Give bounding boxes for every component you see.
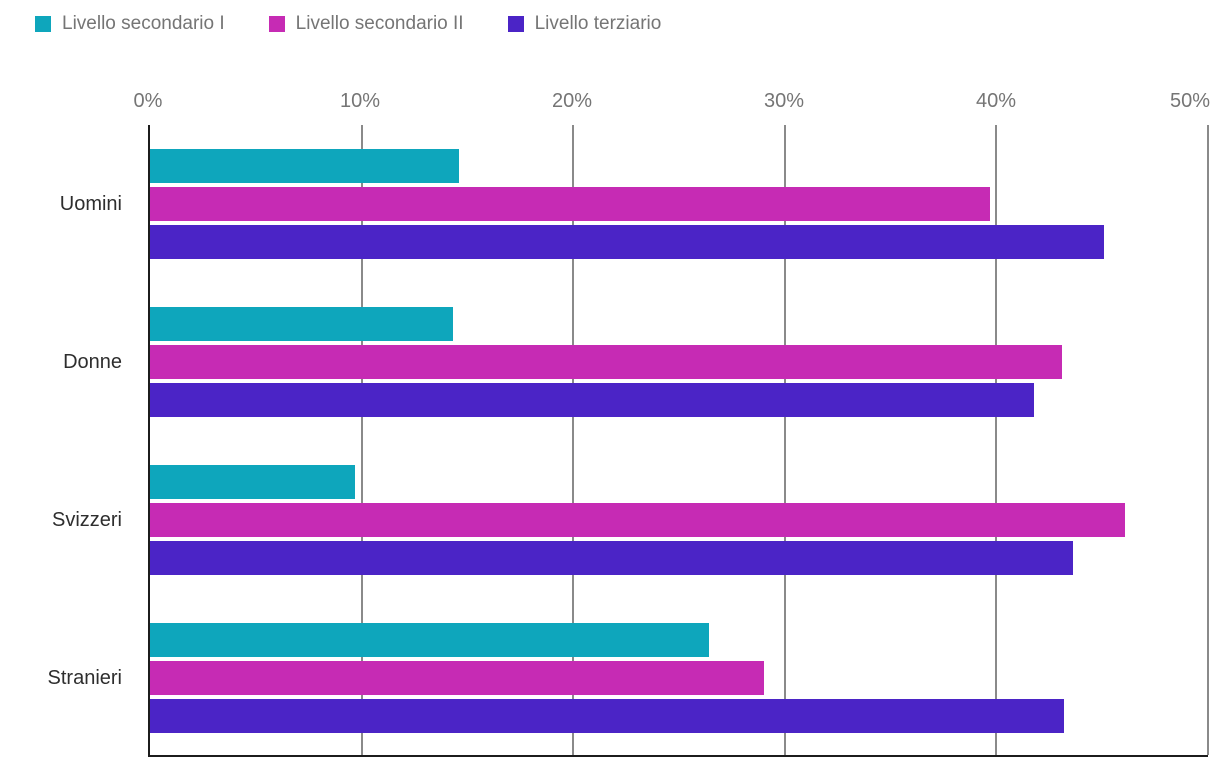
bar-group-donne — [150, 283, 1208, 441]
x-axis: 0% 10% 20% 30% 40% 50% — [134, 88, 1211, 114]
x-tick-label: 30% — [763, 90, 805, 112]
plot-area — [148, 125, 1209, 757]
y-axis-labels: Uomini Donne Svizzeri Stranieri — [0, 125, 136, 757]
bar — [150, 225, 1105, 259]
legend-label: Livello terziario — [534, 13, 662, 34]
legend: Livello secondario I Livello secondario I… — [35, 14, 661, 33]
bar-group-stranieri — [150, 599, 1208, 757]
bar — [150, 699, 1065, 733]
category-label: Svizzeri — [51, 509, 122, 531]
x-tick-label: 20% — [551, 90, 593, 112]
category-label: Donne — [63, 351, 122, 373]
legend-item: Livello secondario I — [35, 14, 225, 33]
bar — [150, 661, 764, 695]
bar — [150, 383, 1035, 417]
bar-group-svizzeri — [150, 441, 1208, 599]
bar — [150, 465, 356, 499]
bar — [150, 503, 1126, 537]
bar-group-uomini — [150, 125, 1208, 283]
legend-item: Livello terziario — [507, 13, 662, 34]
category-label: Uomini — [59, 193, 122, 215]
legend-swatch — [507, 15, 524, 32]
legend-label: Livello secondario I — [62, 13, 225, 34]
bar — [150, 541, 1073, 575]
x-tick-label: 50% — [1169, 90, 1211, 112]
legend-swatch — [35, 15, 51, 32]
category-label: Stranieri — [47, 667, 122, 689]
x-tick-label: 10% — [339, 90, 381, 112]
gridline — [360, 125, 363, 755]
gridline — [1207, 125, 1209, 755]
gridline — [783, 125, 786, 755]
gridline — [572, 125, 575, 755]
gridline — [995, 125, 998, 755]
legend-label: Livello secondario II — [295, 13, 464, 34]
bar — [150, 345, 1062, 379]
x-tick-label: 0% — [133, 90, 163, 112]
bar — [150, 307, 453, 341]
x-tick-label: 40% — [975, 90, 1017, 112]
bar — [150, 623, 709, 657]
legend-swatch — [268, 15, 285, 32]
bar — [150, 149, 459, 183]
bar — [150, 187, 991, 221]
legend-item: Livello secondario II — [268, 13, 464, 34]
